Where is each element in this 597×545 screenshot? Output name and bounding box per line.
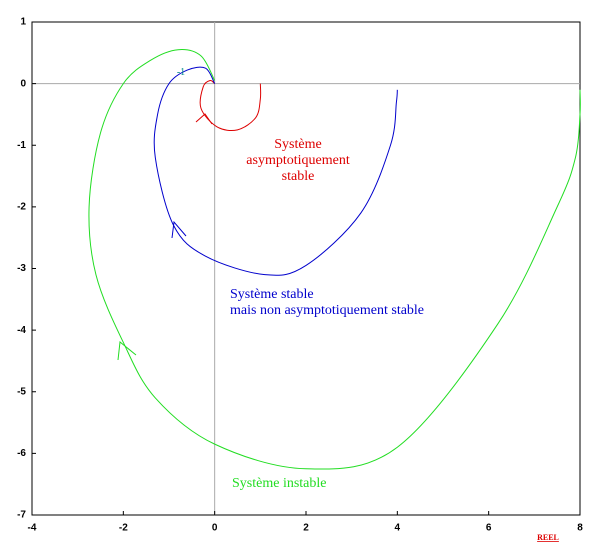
- x-tick-label: 8: [577, 523, 583, 534]
- y-tick-label: 1: [20, 17, 26, 28]
- y-tick-label: -7: [17, 510, 26, 521]
- annotation: Système instable: [232, 476, 327, 491]
- x-tick-label: -2: [119, 523, 128, 534]
- y-tick-label: -3: [17, 263, 26, 274]
- y-tick-label: -2: [17, 202, 26, 213]
- curve: [88, 49, 581, 470]
- x-axis-label: REEL: [537, 533, 559, 542]
- x-tick-label: -4: [28, 523, 37, 534]
- y-tick-label: 0: [20, 78, 26, 89]
- y-tick-label: -5: [17, 386, 26, 397]
- x-tick-label: 0: [212, 523, 218, 534]
- y-tick-label: -1: [17, 140, 26, 151]
- curve: [199, 80, 262, 132]
- annotation: -1: [177, 67, 185, 78]
- annotation: Système asymptotiquement stable: [246, 137, 350, 184]
- y-tick-label: -4: [17, 325, 26, 336]
- x-tick-label: 4: [395, 523, 401, 534]
- curve: [153, 66, 398, 276]
- x-tick-label: 2: [303, 523, 309, 534]
- plot-frame: [31, 21, 581, 516]
- annotation: Système stable mais non asymptotiquement …: [230, 287, 424, 318]
- arrow: [171, 220, 187, 239]
- x-tick-label: 6: [486, 523, 492, 534]
- arrow: [117, 341, 137, 361]
- y-tick-label: -6: [17, 448, 26, 459]
